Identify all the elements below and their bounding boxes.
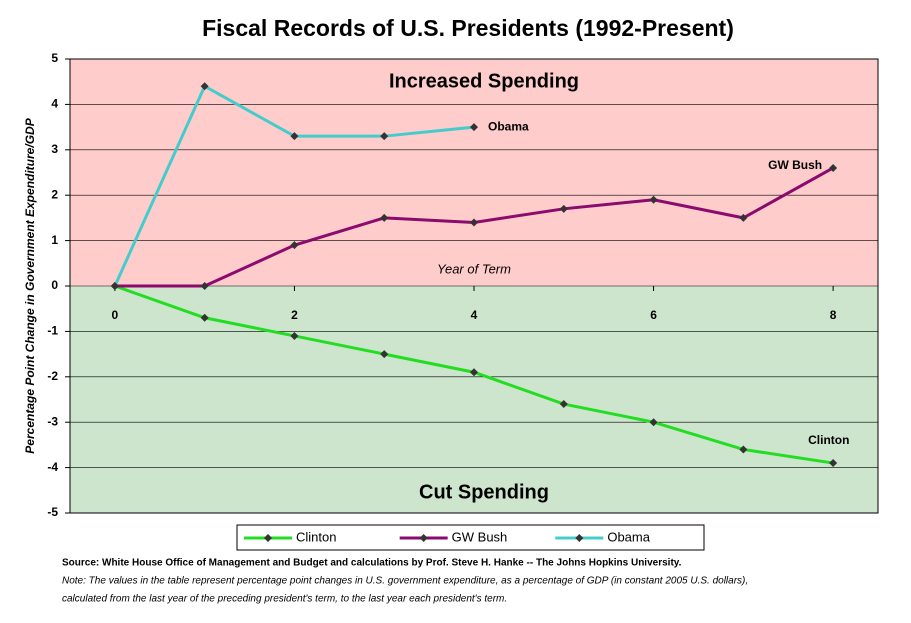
data-point: [290, 241, 299, 250]
legend-marker: [419, 534, 428, 542]
x-tick-label: 8: [830, 308, 837, 322]
series-label: Clinton: [808, 433, 849, 447]
y-tick-label: -5: [47, 505, 58, 519]
region-label: Increased Spending: [389, 70, 579, 92]
y-tick-label: 5: [51, 51, 58, 65]
y-tick-label: -3: [47, 414, 58, 428]
y-tick-label: -2: [47, 369, 58, 383]
data-point: [290, 331, 299, 340]
x-axis-title: Year of Term: [437, 261, 511, 276]
legend-marker: [264, 534, 272, 542]
x-tick-label: 6: [650, 308, 657, 322]
data-point: [380, 350, 389, 359]
legend-marker: [575, 534, 584, 542]
data-point: [380, 213, 389, 222]
x-tick-label: 0: [112, 308, 119, 322]
data-point: [649, 195, 658, 204]
series-label: Obama: [488, 119, 529, 133]
data-point: [470, 123, 478, 132]
x-tick-label: 2: [291, 308, 298, 322]
legend-label: Obama: [607, 529, 650, 544]
region: [70, 59, 878, 286]
y-tick-label: 4: [51, 97, 58, 111]
series-label: GW Bush: [768, 158, 822, 172]
data-point: [829, 163, 838, 172]
legend-label: GW Bush: [452, 529, 508, 544]
y-tick-label: -1: [47, 324, 58, 338]
region-label: Cut Spending: [419, 481, 549, 503]
legend-label: Clinton: [296, 529, 336, 544]
data-point: [739, 445, 748, 454]
data-point: [470, 218, 478, 227]
region: [70, 286, 878, 513]
data-point: [200, 282, 209, 290]
source-note: Source: White House Office of Management…: [62, 558, 682, 569]
y-tick-label: 3: [51, 142, 58, 156]
y-tick-label: 0: [51, 278, 58, 292]
y-tick-label: 2: [51, 187, 58, 201]
data-point: [649, 418, 658, 427]
data-point: [380, 132, 389, 141]
y-axis-title: Percentage Point Change in Government Ex…: [23, 117, 37, 453]
data-point: [290, 132, 299, 141]
note-line: calculated from the last year of the pre…: [62, 594, 507, 605]
y-tick-label: -4: [47, 460, 58, 474]
note-line: Note: The values in the table represent …: [62, 576, 748, 587]
data-point: [200, 313, 209, 322]
data-point: [559, 400, 568, 409]
data-point: [470, 368, 478, 377]
plot-border: [69, 58, 879, 514]
legend-box: [236, 524, 705, 551]
data-point: [110, 282, 119, 290]
data-point: [200, 82, 209, 91]
data-point: [739, 213, 748, 222]
y-tick-label: 1: [51, 233, 58, 247]
data-point: [829, 459, 838, 468]
x-tick-label: 4: [471, 308, 478, 322]
chart-title: Fiscal Records of U.S. Presidents (1992-…: [202, 15, 734, 41]
data-point: [559, 204, 568, 213]
